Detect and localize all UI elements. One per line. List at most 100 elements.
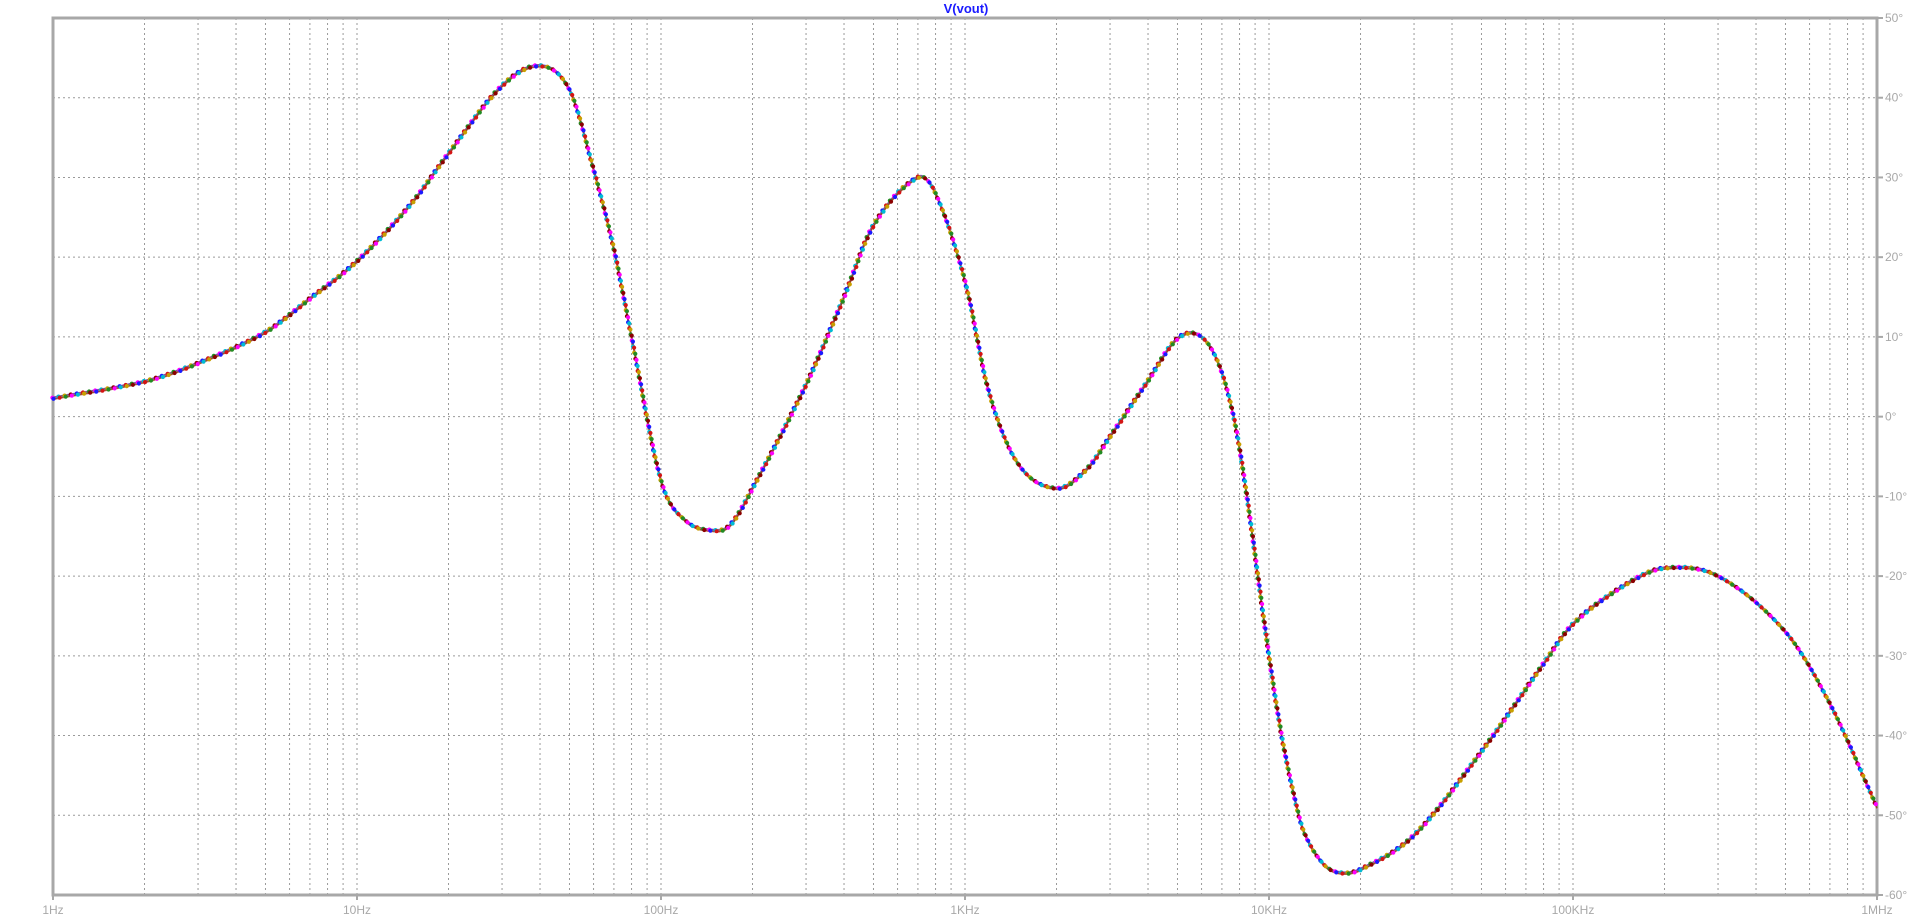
trace-point (1255, 565, 1260, 570)
trace-point (1133, 398, 1138, 404)
trace-point (1238, 448, 1243, 453)
trace-point (781, 429, 786, 434)
trace-point (1289, 779, 1294, 784)
y-tick-label: 20° (1885, 250, 1903, 264)
trace-point (1665, 566, 1670, 571)
trace-point (1462, 773, 1467, 778)
trace-point (617, 272, 622, 277)
trace-point (978, 351, 983, 357)
y-tick-label: 50° (1885, 11, 1903, 25)
trace-point (998, 423, 1003, 428)
trace-point (971, 315, 976, 320)
trace-point (1346, 871, 1351, 876)
trace-point (828, 328, 833, 333)
trace-point (342, 271, 347, 276)
trace-point (317, 290, 322, 295)
trace-point (860, 247, 866, 252)
trace-point (1789, 636, 1794, 642)
trace-point (369, 245, 374, 251)
trace-point (940, 208, 946, 213)
trace-point (816, 356, 821, 361)
trace-point (863, 241, 868, 246)
trace-point (390, 223, 396, 228)
trace-point (1520, 693, 1525, 698)
trace-point (1122, 414, 1127, 419)
trace-point (761, 467, 766, 472)
trace-point (1274, 700, 1279, 705)
trace-point (968, 303, 974, 308)
trace-point (1206, 342, 1211, 347)
trace-point (172, 370, 177, 376)
trace-point (1824, 695, 1829, 700)
trace-point (1248, 515, 1253, 521)
trace-point (1439, 803, 1444, 808)
trace-point (411, 200, 416, 205)
trace-point (603, 212, 609, 217)
trace-point (624, 309, 630, 314)
trace-point (572, 98, 577, 103)
trace-point (570, 92, 575, 98)
trace-point (1150, 373, 1155, 378)
trace-point (1051, 486, 1056, 491)
trace-point (373, 241, 379, 246)
trace-point (356, 258, 361, 263)
trace-point (1306, 838, 1311, 843)
trace-point (1160, 357, 1165, 362)
trace-point (1287, 773, 1292, 778)
trace-point (623, 303, 628, 308)
trace-point (1730, 582, 1735, 587)
trace-point (1265, 638, 1270, 644)
trace-point (560, 76, 566, 82)
trace-point (1871, 796, 1876, 801)
trace-point (1427, 817, 1432, 822)
trace-point (1702, 568, 1707, 574)
trace-point (1777, 622, 1782, 627)
trace-point (218, 352, 223, 357)
trace-point (386, 228, 391, 233)
trace-point (1818, 684, 1823, 689)
trace-point (399, 214, 404, 219)
trace-point (988, 394, 993, 399)
trace-point (645, 418, 651, 423)
trace-point (1242, 473, 1247, 478)
trace-point (874, 219, 879, 224)
trace-point (854, 264, 859, 270)
trace-point (1228, 399, 1233, 404)
trace-point (1129, 404, 1134, 409)
trace-point (654, 461, 660, 466)
trace-point (154, 376, 159, 381)
trace-point (1251, 540, 1256, 545)
trace-point (1278, 724, 1283, 729)
trace-point (1259, 595, 1264, 601)
trace-point (787, 418, 792, 423)
trace-point (1380, 856, 1385, 862)
trace-point (636, 370, 641, 375)
trace-point (189, 364, 195, 369)
trace-point (378, 237, 383, 242)
trace-point (1286, 767, 1291, 772)
trace-point (502, 82, 507, 87)
trace-point (564, 82, 569, 87)
trace-point (961, 273, 966, 278)
trace-point (1772, 618, 1777, 623)
trace-point (936, 196, 941, 201)
trace-point (792, 407, 797, 412)
trace-point (885, 204, 890, 209)
trace-point (82, 391, 87, 396)
trace-point (1241, 466, 1246, 471)
trace-point (1641, 573, 1646, 578)
trace-point (974, 333, 980, 338)
trace-point (229, 347, 235, 352)
trace-point (106, 387, 111, 392)
trace-point (973, 327, 979, 332)
trace-point (1410, 835, 1415, 840)
trace-point (1754, 601, 1759, 606)
trace-point (1163, 352, 1168, 357)
trace-point (1764, 609, 1769, 614)
y-tick-label: 30° (1885, 170, 1903, 184)
trace-point (1069, 481, 1074, 487)
trace-point (516, 71, 522, 76)
trace-point (597, 188, 602, 193)
trace-point (1812, 673, 1817, 678)
trace-point (1007, 446, 1012, 451)
